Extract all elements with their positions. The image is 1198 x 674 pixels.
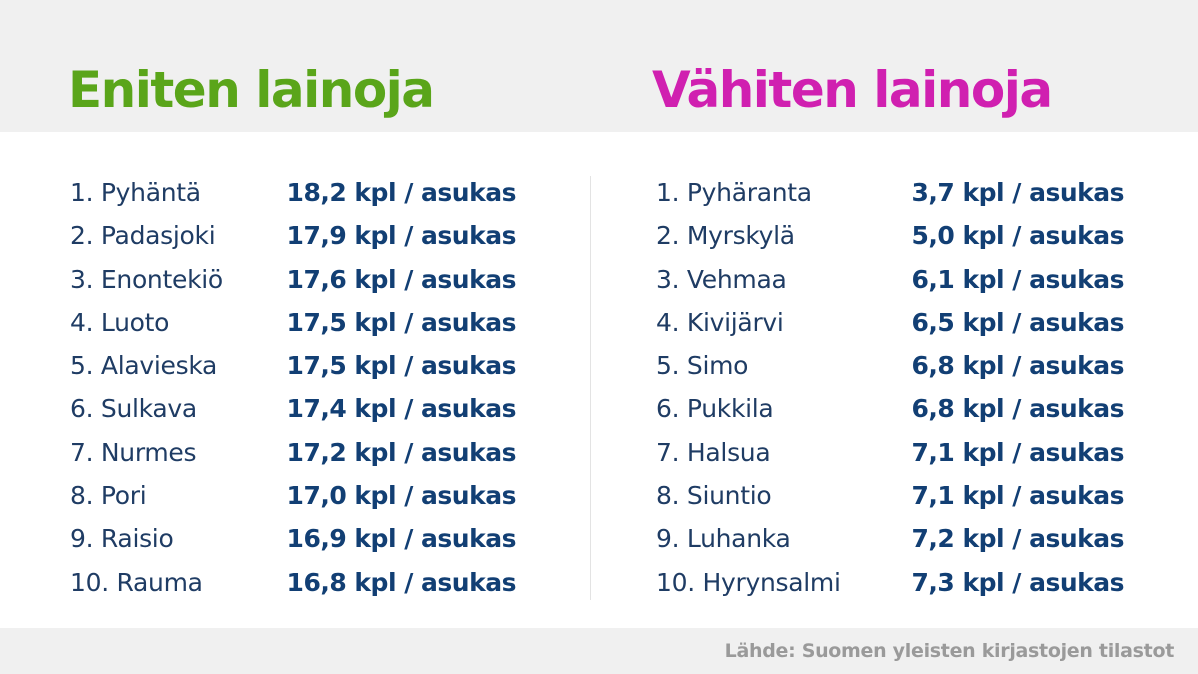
municipality-name: 1. Pyhäranta <box>656 178 812 207</box>
list-item: 9. Luhanka 7,2 kpl / asukas <box>656 517 1124 560</box>
list-item: 6. Sulkava 17,4 kpl / asukas <box>70 387 517 430</box>
municipality-name: 1. Pyhäntä <box>70 178 201 207</box>
municipality-name: 3. Enontekiö <box>70 264 223 294</box>
list-item: 8. Siuntio 7,1 kpl / asukas <box>656 474 1124 517</box>
list-item: 10. Hyrynsalmi 7,3 kpl / asukas <box>656 561 1124 604</box>
loans-per-resident: 5,0 kpl / asukas <box>911 221 1124 251</box>
loans-per-resident: 17,5 kpl / asukas <box>286 351 517 381</box>
most-loans-list: 1. Pyhäntä 18,2 kpl / asukas 2. Padasjoki 1… <box>70 171 517 604</box>
municipality-name: 2. Padasjoki <box>70 221 216 251</box>
loans-per-resident: 17,9 kpl / asukas <box>286 221 517 251</box>
loans-per-resident: 17,5 kpl / asukas <box>286 307 517 337</box>
list-item: 4. Kivijärvi 6,5 kpl / asukas <box>656 301 1124 344</box>
source-note: Lähde: Suomen yleisten kirjastojen tilas… <box>724 640 1175 662</box>
loans-per-resident: 16,9 kpl / asukas <box>286 524 517 554</box>
list-item: 6. Pukkila 6,8 kpl / asukas <box>656 387 1124 430</box>
municipality-name: 4. Luoto <box>70 307 170 337</box>
municipality-name: 7. Halsua <box>656 437 771 467</box>
loans-per-resident: 3,7 kpl / asukas <box>911 178 1124 207</box>
municipality-name: 8. Pori <box>70 481 147 511</box>
municipality-name: 3. Vehmaa <box>656 264 787 294</box>
municipality-name: 5. Alavieska <box>70 351 218 381</box>
municipality-name: 9. Raisio <box>70 524 174 554</box>
loans-per-resident: 6,8 kpl / asukas <box>911 394 1124 424</box>
header-band <box>0 0 1198 132</box>
list-item: 1. Pyhäntä 18,2 kpl / asukas <box>70 171 517 214</box>
loans-per-resident: 17,4 kpl / asukas <box>286 394 517 424</box>
list-item: 3. Enontekiö 17,6 kpl / asukas <box>70 258 517 301</box>
loans-per-resident: 6,5 kpl / asukas <box>911 307 1124 337</box>
loans-per-resident: 17,0 kpl / asukas <box>286 481 517 511</box>
list-item: 2. Padasjoki 17,9 kpl / asukas <box>70 214 517 257</box>
loans-per-resident: 18,2 kpl / asukas <box>286 178 517 207</box>
municipality-name: 8. Siuntio <box>656 481 772 511</box>
list-item: 2. Myrskylä 5,0 kpl / asukas <box>656 214 1124 257</box>
list-item: 4. Luoto 17,5 kpl / asukas <box>70 301 517 344</box>
loans-per-resident: 6,8 kpl / asukas <box>911 351 1124 381</box>
list-item: 1. Pyhäranta 3,7 kpl / asukas <box>656 171 1124 214</box>
municipality-name: 7. Nurmes <box>70 437 197 467</box>
column-divider <box>590 176 591 600</box>
municipality-name: 4. Kivijärvi <box>656 307 784 337</box>
municipality-name: 2. Myrskylä <box>656 221 795 251</box>
footer-band <box>0 628 1198 674</box>
municipality-name: 6. Sulkava <box>70 394 197 424</box>
municipality-name: 9. Luhanka <box>656 524 791 554</box>
loans-per-resident: 7,2 kpl / asukas <box>911 524 1124 554</box>
most-loans-title: Eniten lainoja <box>68 61 435 119</box>
loans-per-resident: 16,8 kpl / asukas <box>286 567 517 597</box>
fewest-loans-list: 1. Pyhäranta 3,7 kpl / asukas 2. Myrskylä 5… <box>656 171 1124 604</box>
municipality-name: 5. Simo <box>656 351 749 381</box>
list-item: 10. Rauma 16,8 kpl / asukas <box>70 561 517 604</box>
loans-per-resident: 6,1 kpl / asukas <box>911 264 1124 294</box>
loans-per-resident: 17,2 kpl / asukas <box>286 437 517 467</box>
loans-per-resident: 7,3 kpl / asukas <box>911 567 1124 597</box>
list-item: 5. Simo 6,8 kpl / asukas <box>656 344 1124 387</box>
municipality-name: 10. Rauma <box>70 567 203 597</box>
list-item: 7. Nurmes 17,2 kpl / asukas <box>70 431 517 474</box>
municipality-name: 6. Pukkila <box>656 394 774 424</box>
loans-per-resident: 7,1 kpl / asukas <box>911 481 1124 511</box>
list-item: 5. Alavieska 17,5 kpl / asukas <box>70 344 517 387</box>
municipality-name: 10. Hyrynsalmi <box>656 567 841 597</box>
fewest-loans-title: Vähiten lainoja <box>652 61 1053 119</box>
list-item: 3. Vehmaa 6,1 kpl / asukas <box>656 258 1124 301</box>
list-item: 7. Halsua 7,1 kpl / asukas <box>656 431 1124 474</box>
list-item: 9. Raisio 16,9 kpl / asukas <box>70 517 517 560</box>
loans-per-resident: 7,1 kpl / asukas <box>911 437 1124 467</box>
loans-per-resident: 17,6 kpl / asukas <box>286 264 517 294</box>
list-item: 8. Pori 17,0 kpl / asukas <box>70 474 517 517</box>
